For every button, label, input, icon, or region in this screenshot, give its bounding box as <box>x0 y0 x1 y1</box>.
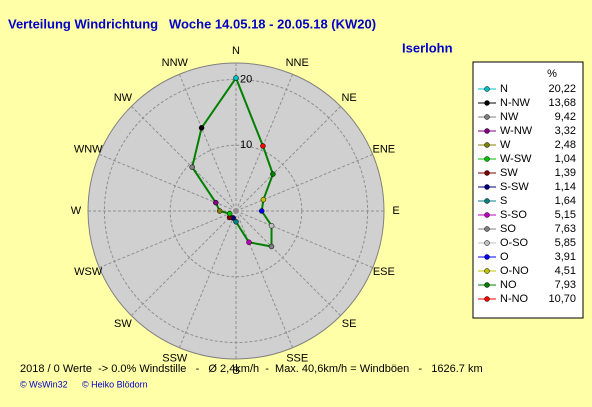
legend-name: NO <box>500 279 517 291</box>
direction-label: NW <box>114 92 133 104</box>
legend-value: 13,68 <box>548 97 576 109</box>
legend-value: 5,15 <box>555 209 576 221</box>
direction-label: SSW <box>162 353 188 365</box>
legend-name: W-NW <box>500 125 533 137</box>
legend-value: 1,64 <box>555 195 576 207</box>
legend-marker <box>484 240 490 246</box>
legend-marker <box>484 254 490 260</box>
wind-marker <box>216 208 223 214</box>
legend-name: N-NO <box>500 293 529 305</box>
direction-label: SSE <box>286 353 308 365</box>
legend-name: W <box>500 139 511 151</box>
legend-name: S-SO <box>500 209 527 221</box>
legend-name: O-SO <box>500 237 529 249</box>
credit: © Heiko Blödorn <box>82 379 148 389</box>
direction-label: WNW <box>74 144 103 156</box>
legend-marker <box>484 282 490 288</box>
wind-marker <box>189 164 195 170</box>
legend-marker <box>484 128 490 134</box>
wind-marker <box>226 210 233 217</box>
wind-marker <box>268 243 275 250</box>
direction-label: S <box>232 365 239 377</box>
legend-value: 5,85 <box>555 237 576 249</box>
direction-label: N <box>232 45 240 57</box>
direction-label: ENE <box>373 144 396 156</box>
legend-name: SW <box>500 167 518 179</box>
wind-marker <box>246 239 252 246</box>
legend-value: 3,91 <box>555 251 576 263</box>
legend-value: 7,93 <box>555 279 576 291</box>
legend-marker <box>484 142 490 148</box>
legend-marker <box>484 156 490 162</box>
chart-title: Verteilung Windrichtung Woche 14.05.18 -… <box>8 16 376 31</box>
wind-marker <box>233 219 239 225</box>
legend-marker <box>484 86 490 92</box>
direction-label: ESE <box>373 266 395 278</box>
direction-label: WSW <box>74 266 103 278</box>
legend-name: N-NW <box>500 97 531 109</box>
legend-name: S-SW <box>500 181 529 193</box>
legend-name: O-NO <box>500 265 529 277</box>
legend-value: 7,63 <box>555 223 576 235</box>
legend-name: S <box>500 195 507 207</box>
legend-marker <box>484 114 490 120</box>
legend-value: 1,39 <box>555 167 576 179</box>
legend-value: 4,51 <box>555 265 576 277</box>
legend-box <box>472 61 584 319</box>
direction-label: SE <box>342 318 357 330</box>
direction-label: NNW <box>162 57 189 69</box>
legend-value: 10,70 <box>548 293 576 305</box>
legend-name: NW <box>500 111 519 123</box>
legend-name: SO <box>500 223 516 235</box>
wind-marker <box>198 125 205 131</box>
legend-value: 3,32 <box>555 125 576 137</box>
r-tick-label: 20 <box>240 73 252 85</box>
direction-label: NE <box>341 92 356 104</box>
wind-marker <box>233 75 239 81</box>
legend-marker <box>484 226 490 232</box>
legend-name: W-SW <box>500 153 532 165</box>
direction-label: SW <box>114 318 132 330</box>
legend-marker <box>484 198 490 204</box>
legend-value: 1,14 <box>555 181 576 193</box>
legend-name: O <box>500 251 509 263</box>
wind-marker <box>213 199 219 206</box>
legend-marker <box>484 268 490 274</box>
legend-value: 20,22 <box>548 83 576 95</box>
legend-name: N <box>500 83 508 95</box>
legend-marker <box>484 100 490 106</box>
footer: 2018 / 0 Werte -> 0.0% Windstille - Ø 2,… <box>20 363 483 375</box>
legend-value: 2,48 <box>555 139 576 151</box>
wind-marker <box>260 143 266 149</box>
legend-marker <box>484 184 490 190</box>
direction-label: NNE <box>286 57 309 69</box>
credit: © WsWin32 <box>20 379 68 389</box>
direction-label: W <box>71 205 82 217</box>
legend-header: % <box>547 68 557 80</box>
legend-marker <box>484 170 490 176</box>
legend-marker <box>484 212 490 218</box>
legend-marker <box>484 296 490 302</box>
wind-marker <box>268 222 275 229</box>
legend-value: 1,04 <box>555 153 576 165</box>
r-tick-label: 10 <box>240 139 252 151</box>
legend-value: 9,42 <box>555 111 576 123</box>
wind-marker <box>258 208 265 214</box>
chart-subtitle: Iserlohn <box>402 40 453 55</box>
wind-marker <box>260 196 267 203</box>
wind-marker <box>270 171 276 177</box>
direction-label: E <box>392 205 399 217</box>
